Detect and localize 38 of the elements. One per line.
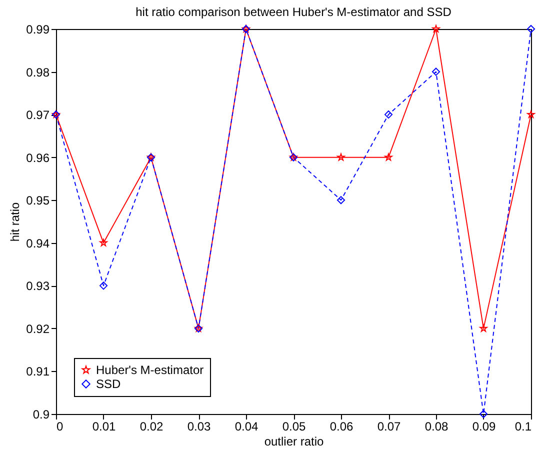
y-tick-label: 0.99 — [26, 22, 50, 36]
y-tick-label: 0.92 — [26, 322, 50, 336]
chart-title: hit ratio comparison between Huber's M-estimator and SSD — [136, 5, 452, 19]
y-axis-title: hit ratio — [8, 202, 22, 242]
x-tick-label: 0.08 — [424, 420, 448, 434]
point — [479, 410, 488, 418]
y-tick-label: 0.95 — [26, 194, 50, 208]
x-tick-label: 0 — [56, 420, 64, 434]
y-tick-label: 0.97 — [26, 108, 50, 122]
point — [100, 238, 108, 246]
x-tick-label: 0.02 — [140, 420, 164, 434]
point — [526, 24, 536, 34]
x-axis-title: outlier ratio — [264, 434, 324, 448]
x-tick-label: 0.03 — [187, 420, 211, 434]
y-tick-label: 0.96 — [26, 150, 50, 165]
x-tick-label: 0.06 — [330, 420, 354, 434]
point — [527, 110, 535, 118]
x-tick-label: 0.07 — [377, 420, 401, 434]
y-tick-label: 0.9 — [32, 408, 50, 422]
point — [99, 282, 108, 290]
point — [432, 24, 440, 32]
legend-label: Huber's M-estimator — [96, 363, 204, 377]
point — [336, 196, 346, 204]
x-tick-label: 0.01 — [92, 420, 116, 434]
y-tick-label: 0.98 — [26, 65, 50, 80]
point — [480, 324, 488, 332]
point — [337, 153, 345, 161]
point — [384, 110, 393, 119]
y-tick-label: 0.93 — [26, 279, 50, 294]
point — [384, 153, 392, 161]
x-tick-label: 0.04 — [234, 420, 258, 434]
y-tick-label: 0.94 — [26, 236, 50, 250]
x-tick-label: 0.05 — [282, 420, 306, 434]
x-tick-label: 0.09 — [472, 420, 496, 434]
x-tick-label: 0.1 — [514, 420, 532, 434]
point — [432, 68, 440, 76]
y-tick-label: 0.91 — [26, 364, 50, 379]
legend-label: SSD — [96, 377, 122, 391]
